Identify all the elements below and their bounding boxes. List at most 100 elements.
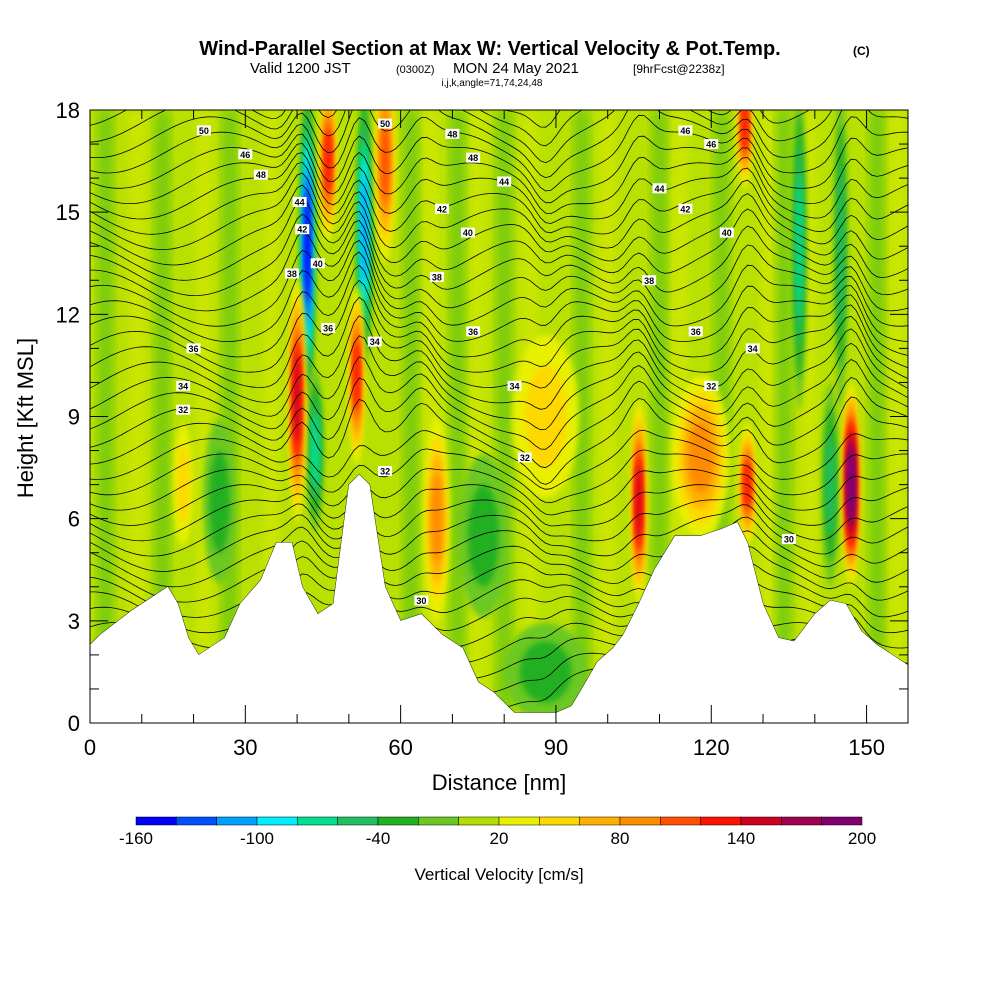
svg-text:42: 42 — [437, 204, 447, 214]
theta-contour — [90, 110, 833, 164]
theta-contour — [90, 239, 908, 327]
y-tick-label: 15 — [56, 200, 80, 225]
contour-label: 44 — [292, 196, 307, 207]
x-tick-label: 150 — [848, 735, 885, 760]
velocity-stripe — [870, 110, 883, 723]
theta-contour — [90, 356, 908, 450]
colorbar-tick-label: 140 — [727, 829, 755, 848]
updraft-core — [349, 285, 365, 466]
contour-label: 30 — [414, 595, 429, 606]
contour-label: 48 — [253, 169, 268, 180]
contour-label: 46 — [704, 139, 719, 150]
svg-text:30: 30 — [416, 596, 426, 606]
contour-label: 48 — [466, 152, 481, 163]
updraft-core — [288, 276, 306, 523]
svg-text:36: 36 — [468, 327, 478, 337]
contour-label: 42 — [295, 224, 310, 235]
colorbar-swatch — [579, 816, 621, 826]
svg-text:36: 36 — [189, 344, 199, 354]
contour-label: 32 — [517, 452, 532, 463]
theta-contour — [90, 396, 908, 485]
theta-contour — [90, 184, 908, 266]
svg-text:44: 44 — [654, 184, 664, 194]
contour-label: 38 — [642, 275, 657, 286]
svg-text:46: 46 — [706, 140, 716, 150]
contour-label: 38 — [429, 271, 444, 282]
svg-text:42: 42 — [297, 225, 307, 235]
colorbar-swatch — [216, 816, 258, 826]
svg-text:50: 50 — [199, 126, 209, 136]
contour-label: 46 — [678, 125, 693, 136]
updraft-core — [173, 423, 194, 546]
svg-text:34: 34 — [370, 337, 380, 347]
svg-text:Valid 1200 JST: Valid 1200 JST — [250, 60, 351, 77]
colorbar-tick-label: -160 — [119, 829, 153, 848]
theta-contour — [90, 377, 908, 469]
theta-contour — [90, 229, 908, 312]
contour-label: 30 — [781, 534, 796, 545]
theta-contour — [90, 172, 908, 251]
y-tick-label: 12 — [56, 302, 80, 327]
velocity-stripe — [777, 110, 790, 723]
svg-text:44: 44 — [499, 177, 509, 187]
svg-text:50: 50 — [380, 119, 390, 129]
theta-contour — [90, 296, 908, 389]
y-tick-label: 0 — [68, 711, 80, 736]
colorbar-swatch — [740, 816, 782, 826]
svg-text:46: 46 — [680, 126, 690, 136]
theta-contour — [90, 556, 908, 618]
svg-text:44: 44 — [295, 197, 305, 207]
theta-contour — [90, 526, 908, 588]
updraft-core — [737, 110, 753, 189]
updraft-core — [671, 375, 730, 540]
theta-contour — [90, 493, 908, 542]
colorbar-swatch — [135, 816, 177, 826]
svg-text:32: 32 — [520, 453, 530, 463]
svg-text:40: 40 — [313, 259, 323, 269]
svg-text:48: 48 — [447, 129, 457, 139]
svg-text:42: 42 — [680, 204, 690, 214]
contour-label: 44 — [497, 176, 512, 187]
chart-subtitle-indices: i,j,k,angle=71,74,24,48 — [442, 78, 543, 89]
downdraft-core — [202, 419, 236, 584]
contour-label: 34 — [367, 336, 382, 347]
x-tick-label: 60 — [388, 735, 412, 760]
svg-text:32: 32 — [380, 466, 390, 476]
colorbar-tick-label: -40 — [366, 829, 391, 848]
contour-label: 36 — [321, 322, 336, 333]
theta-contour — [90, 573, 908, 634]
velocity-stripe — [451, 110, 464, 723]
theta-contour — [90, 315, 908, 410]
y-tick-label: 18 — [56, 98, 80, 123]
colorbar-label: Vertical Velocity [cm/s] — [414, 865, 583, 884]
velocity-stripe — [498, 110, 511, 723]
theta-contour — [90, 251, 908, 342]
colorbar-swatch — [458, 816, 500, 826]
svg-text:48: 48 — [256, 170, 266, 180]
velocity-stripe — [472, 110, 485, 723]
contour-label: 36 — [466, 326, 481, 337]
terrain-mask — [90, 474, 908, 723]
velocity-stripe — [197, 110, 210, 723]
contour-label: 44 — [652, 183, 667, 194]
contour-label: 48 — [445, 128, 460, 139]
theta-contour — [90, 429, 908, 490]
contour-label: 36 — [186, 343, 201, 354]
svg-text:[9hrFcst@2238z]: [9hrFcst@2238z] — [633, 62, 725, 76]
theta-contour — [90, 335, 908, 431]
theta-contour — [90, 540, 908, 603]
colorbar: -160 -100 -40 20 80 140 200 — [119, 816, 876, 848]
contour-label: 36 — [688, 326, 703, 337]
colorbar-swatch — [337, 816, 379, 826]
theta-contour — [90, 133, 908, 204]
theta-contour — [90, 114, 908, 192]
contour-label: 32 — [176, 404, 191, 415]
colorbar-swatch — [498, 816, 540, 826]
updraft-core — [319, 110, 337, 243]
colorbar-tick-label: -100 — [240, 829, 274, 848]
updraft-core — [842, 382, 860, 587]
velocity-stripe — [762, 110, 775, 723]
theta-contour — [90, 213, 908, 297]
colorbar-swatch — [700, 816, 742, 826]
contour-label: 42 — [678, 203, 693, 214]
